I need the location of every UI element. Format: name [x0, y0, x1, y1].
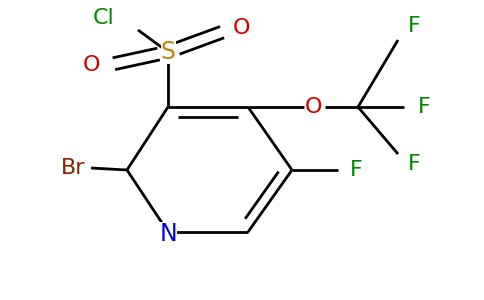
Text: O: O [233, 18, 251, 38]
Text: N: N [159, 222, 177, 246]
Text: F: F [408, 154, 421, 174]
Text: O: O [305, 97, 323, 117]
Text: Br: Br [61, 158, 85, 178]
Text: F: F [418, 97, 430, 117]
Text: F: F [349, 160, 363, 180]
Text: S: S [161, 40, 176, 64]
Text: F: F [408, 16, 421, 36]
Text: Cl: Cl [92, 8, 114, 28]
Text: O: O [83, 55, 101, 75]
